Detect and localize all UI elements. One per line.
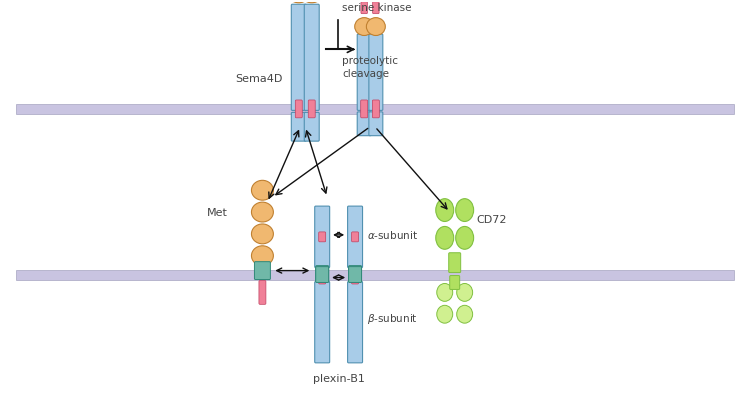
FancyBboxPatch shape — [259, 281, 266, 304]
FancyBboxPatch shape — [448, 253, 460, 273]
FancyBboxPatch shape — [291, 112, 306, 141]
FancyBboxPatch shape — [349, 266, 361, 283]
Ellipse shape — [436, 199, 454, 222]
FancyBboxPatch shape — [347, 281, 362, 363]
FancyBboxPatch shape — [347, 206, 362, 268]
Text: proteolytic
cleavage: proteolytic cleavage — [342, 56, 398, 79]
FancyBboxPatch shape — [291, 4, 306, 110]
FancyBboxPatch shape — [361, 100, 368, 118]
FancyBboxPatch shape — [361, 2, 368, 14]
FancyBboxPatch shape — [304, 112, 320, 141]
Bar — [16, 270, 734, 279]
FancyBboxPatch shape — [296, 100, 302, 118]
FancyBboxPatch shape — [373, 2, 379, 14]
FancyBboxPatch shape — [349, 266, 361, 281]
Ellipse shape — [251, 202, 274, 222]
FancyBboxPatch shape — [315, 281, 330, 363]
FancyBboxPatch shape — [304, 4, 320, 110]
Ellipse shape — [300, 0, 324, 3]
Ellipse shape — [286, 0, 310, 3]
FancyBboxPatch shape — [372, 100, 380, 118]
Text: Sema4D: Sema4D — [236, 74, 283, 84]
Ellipse shape — [251, 246, 274, 266]
Ellipse shape — [436, 305, 453, 323]
Text: $\alpha$-subunit: $\alpha$-subunit — [367, 229, 418, 241]
Text: CD72: CD72 — [476, 215, 507, 225]
Ellipse shape — [251, 224, 274, 244]
FancyBboxPatch shape — [319, 232, 326, 242]
FancyBboxPatch shape — [254, 262, 271, 279]
Text: serine kinase: serine kinase — [342, 3, 412, 13]
FancyBboxPatch shape — [315, 206, 330, 268]
Ellipse shape — [456, 226, 474, 249]
Ellipse shape — [456, 199, 474, 222]
Text: Met: Met — [207, 208, 227, 218]
FancyBboxPatch shape — [369, 112, 382, 136]
Ellipse shape — [367, 18, 386, 35]
FancyBboxPatch shape — [357, 112, 371, 136]
FancyBboxPatch shape — [316, 266, 328, 281]
FancyBboxPatch shape — [316, 266, 328, 283]
FancyBboxPatch shape — [357, 34, 371, 110]
Ellipse shape — [457, 305, 472, 323]
FancyBboxPatch shape — [319, 275, 326, 284]
Ellipse shape — [355, 18, 374, 35]
FancyBboxPatch shape — [352, 275, 358, 284]
Ellipse shape — [436, 226, 454, 249]
Text: plexin-B1: plexin-B1 — [313, 374, 364, 384]
Bar — [16, 104, 734, 114]
FancyBboxPatch shape — [308, 100, 315, 118]
Text: $\beta$-subunit: $\beta$-subunit — [367, 312, 418, 326]
FancyBboxPatch shape — [369, 34, 382, 110]
Ellipse shape — [251, 180, 274, 200]
Ellipse shape — [436, 283, 453, 301]
Ellipse shape — [457, 283, 472, 301]
FancyBboxPatch shape — [450, 275, 460, 289]
FancyBboxPatch shape — [352, 232, 358, 242]
